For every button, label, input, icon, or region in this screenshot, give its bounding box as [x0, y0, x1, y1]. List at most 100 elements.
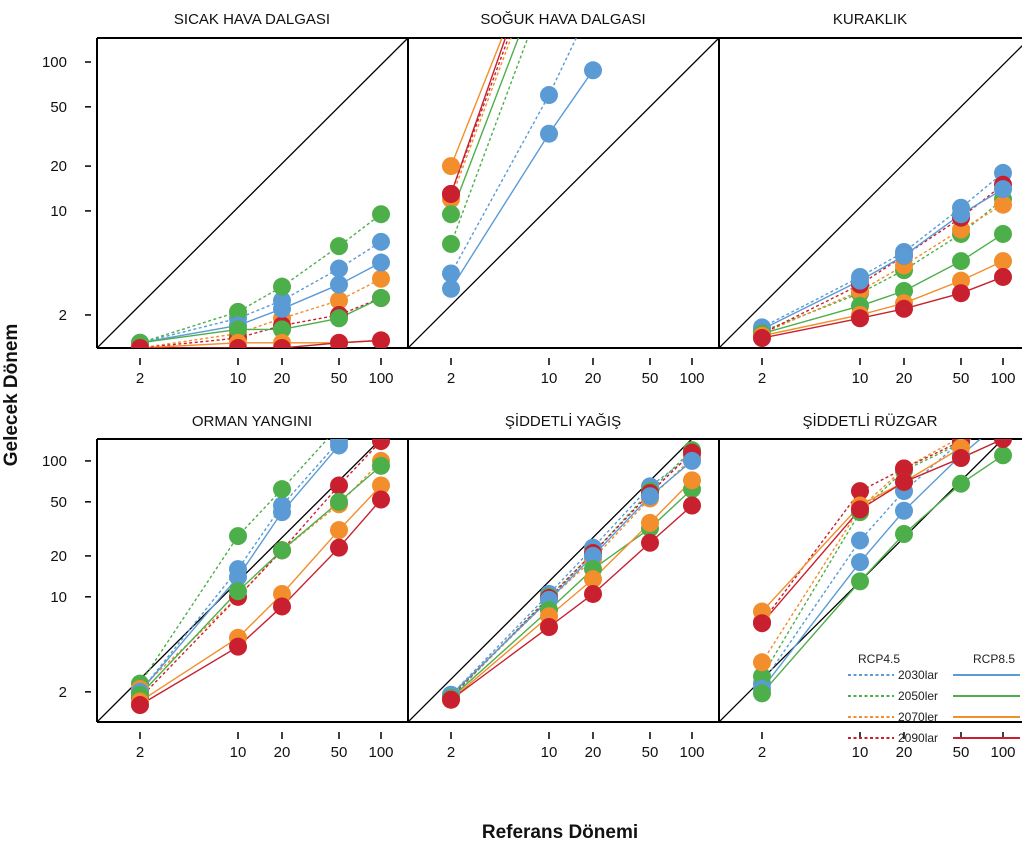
data-point-2050ler	[372, 205, 390, 224]
plot-marks	[408, 38, 719, 348]
y-tick-label: 2	[59, 684, 67, 701]
data-point-2050ler	[330, 417, 348, 435]
series-line-2030lar-rcp45	[139, 439, 342, 693]
legend-label: 2070ler	[898, 710, 938, 724]
plot-area: 2 10 20 50 100 2 10 20 50 100	[42, 37, 408, 387]
data-point-2030lar	[330, 439, 348, 455]
data-point-2070ler	[994, 195, 1012, 214]
data-point-2050ler	[229, 527, 247, 546]
data-point-2030lar	[372, 391, 390, 409]
series-line-2030lar-rcp45	[450, 38, 577, 274]
plot-area: 2 10 20 50 100	[407, 438, 719, 761]
data-point-2070ler	[273, 584, 291, 603]
panel-title: ŞİDDETLİ RÜZGAR	[802, 412, 937, 430]
plot-area: 2 10 20 50 100	[407, 37, 719, 387]
series-line-2050ler-rcp45	[139, 439, 329, 684]
series-line-2050ler-rcp45	[761, 439, 967, 677]
series-line-2070ler-rcp85	[450, 38, 503, 167]
data-point-2070ler	[330, 521, 348, 540]
data-point-2090lar	[895, 299, 913, 318]
series-line-2030lar-rcp85	[450, 69, 594, 290]
data-point-2030lar	[895, 246, 913, 265]
data-point-2090lar	[994, 267, 1012, 286]
data-point-2030lar	[540, 86, 558, 105]
data-point-2090lar	[229, 339, 247, 348]
data-point-2090lar	[131, 339, 149, 348]
data-point-2090lar	[753, 614, 771, 633]
data-point-2090lar	[851, 500, 869, 519]
y-tick-label: 100	[42, 453, 67, 470]
data-point-2050ler	[994, 446, 1012, 465]
data-point-2050ler	[753, 667, 771, 686]
series-line-2090lar-rcp85	[450, 38, 507, 195]
data-point-2070ler	[641, 513, 659, 532]
y-tick-label: 100	[42, 54, 67, 71]
x-tick-label: 10	[541, 744, 558, 761]
x-tick-label: 20	[274, 744, 291, 761]
data-point-2030lar	[994, 180, 1012, 199]
x-tick-label: 2	[447, 744, 455, 761]
data-point-2090lar	[952, 449, 970, 468]
legend-label: 2030lar	[898, 668, 938, 682]
panel-cold-wave: SOĞUK HAVA DALGASI 2 10 20 50 100	[407, 11, 719, 387]
data-point-2030lar	[952, 205, 970, 224]
data-point-2090lar	[895, 459, 913, 478]
plot-marks	[97, 391, 390, 722]
x-tick-label: 2	[447, 370, 455, 387]
x-tick-label: 10	[230, 744, 247, 761]
data-point-2090lar	[330, 538, 348, 557]
data-point-2070ler	[994, 252, 1012, 271]
panel-heavy-rain: ŞİDDETLİ YAĞIŞ 2 10 20 50 100	[407, 412, 719, 761]
y-tick-label: 50	[50, 494, 67, 511]
plot-area: 2 10 20 50 100	[718, 37, 1022, 387]
diagonal-reference-line	[719, 44, 1022, 348]
data-point-2090lar	[229, 637, 247, 656]
x-tick-label: 100	[368, 370, 393, 387]
data-point-2030lar	[851, 271, 869, 290]
data-point-2030lar	[372, 253, 390, 272]
data-point-2050ler	[229, 582, 247, 601]
data-point-2070ler	[683, 471, 701, 490]
x-tick-label: 50	[953, 744, 970, 761]
data-point-2030lar	[372, 232, 390, 251]
data-point-2030lar	[584, 546, 602, 565]
data-point-2090lar	[372, 331, 390, 348]
panel-title: ŞİDDETLİ YAĞIŞ	[505, 412, 621, 430]
diagonal-reference-line	[408, 38, 719, 348]
data-point-2090lar	[442, 690, 460, 709]
x-tick-label: 2	[758, 744, 766, 761]
data-point-2050ler	[273, 541, 291, 560]
data-point-2090lar	[131, 696, 149, 715]
data-point-2030lar	[683, 451, 701, 470]
x-tick-label: 100	[990, 370, 1015, 387]
data-point-2030lar	[851, 531, 869, 550]
panel-title: KURAKLIK	[833, 11, 907, 28]
data-point-2050ler	[330, 492, 348, 511]
y-tick-label: 10	[50, 589, 67, 606]
x-tick-label: 20	[585, 370, 602, 387]
x-tick-label: 100	[679, 744, 704, 761]
series-line-2070ler-rcp85	[139, 484, 382, 703]
data-point-2050ler	[330, 309, 348, 328]
legend-label: 2090lar	[898, 731, 938, 745]
panel-title: SOĞUK HAVA DALGASI	[480, 11, 645, 28]
data-point-2050ler	[372, 289, 390, 308]
data-point-2030lar	[442, 279, 460, 298]
data-point-2030lar	[442, 264, 460, 283]
x-tick-label: 50	[953, 370, 970, 387]
data-point-2090lar	[442, 184, 460, 203]
data-point-2030lar	[273, 299, 291, 318]
series-line-2050ler-rcp45	[450, 38, 529, 245]
y-tick-label: 10	[50, 203, 67, 220]
data-point-2030lar	[330, 259, 348, 278]
data-point-2030lar	[229, 567, 247, 586]
y-axis-title: Gelecek Dönem	[1, 324, 22, 467]
legend-label: 2050ler	[898, 689, 938, 703]
data-point-2050ler	[330, 237, 348, 256]
data-point-2090lar	[330, 333, 348, 348]
plot-marks	[408, 439, 701, 722]
x-tick-label: 50	[642, 744, 659, 761]
panel-strong-wind: ŞİDDETLİ RÜZGAR 2 10 20 50 100	[718, 412, 1022, 761]
data-point-2090lar	[372, 490, 390, 509]
data-point-2050ler	[895, 525, 913, 544]
